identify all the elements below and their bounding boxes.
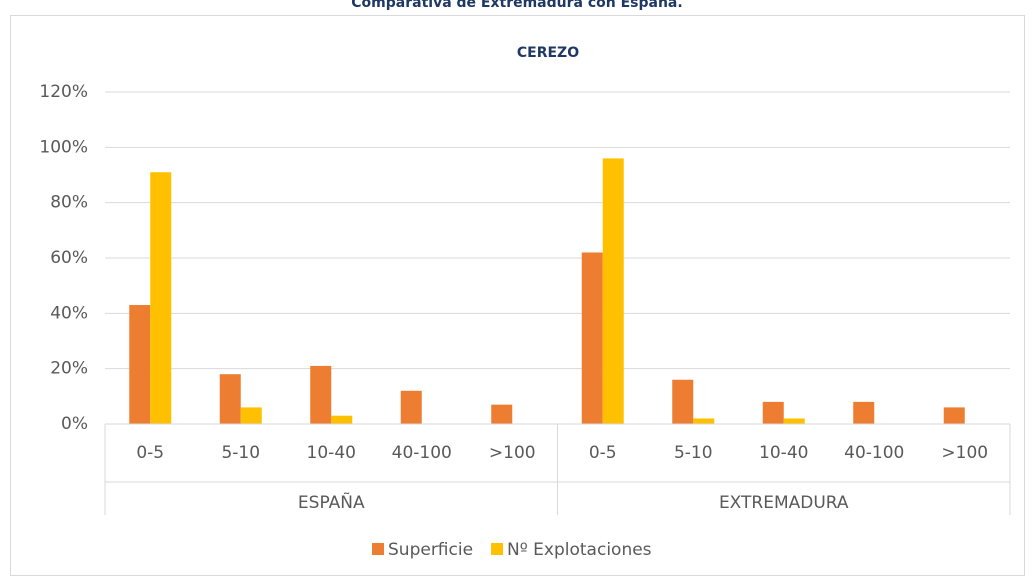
bar	[219, 374, 241, 424]
x-tick-label: 10-40	[759, 443, 808, 463]
page-title: Comparativa de Extremadura con España.	[351, 0, 682, 11]
y-tick-label: 100%	[39, 137, 88, 157]
bar	[400, 390, 422, 424]
bar	[581, 252, 603, 424]
bar	[310, 365, 332, 424]
x-tick-label: 0-5	[136, 443, 164, 463]
bar	[491, 404, 513, 424]
group-label: ESPAÑA	[298, 491, 365, 513]
bar	[331, 415, 353, 424]
bar	[853, 401, 875, 424]
legend-swatch	[372, 543, 384, 555]
bar	[693, 418, 715, 424]
group-label: EXTREMADURA	[719, 493, 849, 513]
x-tick-label: 0-5	[589, 443, 617, 463]
bar	[150, 172, 172, 424]
bar	[783, 418, 805, 424]
legend-label: Superficie	[388, 540, 473, 560]
chart-title: CEREZO	[517, 45, 579, 61]
x-tick-label: >100	[489, 443, 536, 463]
bar	[602, 158, 624, 424]
x-tick-label: 10-40	[307, 443, 356, 463]
bar	[672, 379, 694, 424]
x-tick-label: 40-100	[844, 443, 904, 463]
bar	[943, 407, 965, 424]
y-tick-label: 60%	[50, 248, 88, 268]
bar	[762, 401, 784, 424]
y-tick-label: 0%	[61, 414, 88, 434]
legend-label: Nº Explotaciones	[507, 540, 652, 560]
y-tick-label: 120%	[39, 82, 88, 102]
bar	[129, 305, 151, 424]
legend-swatch	[491, 543, 504, 555]
x-tick-label: 40-100	[392, 443, 452, 463]
x-tick-label: 5-10	[221, 443, 260, 463]
x-tick-label: >100	[941, 443, 988, 463]
y-tick-label: 20%	[50, 359, 88, 379]
x-tick-label: 5-10	[674, 443, 713, 463]
y-tick-label: 80%	[50, 193, 88, 213]
bar	[240, 407, 262, 424]
y-tick-label: 40%	[50, 303, 88, 323]
